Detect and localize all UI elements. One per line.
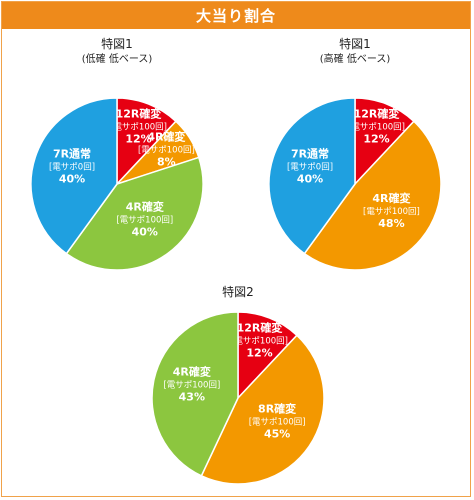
slice-label-pct: 43% <box>179 391 205 404</box>
pie-slice <box>65 156 204 271</box>
pie-slice <box>200 334 325 485</box>
slice-label-name: 8R確変 <box>258 402 296 416</box>
slice-label-sub: [電サポ100回] <box>363 207 420 217</box>
chart-title: 特図2 <box>222 284 254 299</box>
slice-label-pct: 40% <box>297 172 323 185</box>
slice-label-pct: 40% <box>132 225 158 238</box>
pie-slice <box>237 311 298 400</box>
chart-title: 特図1 <box>339 36 371 51</box>
slice-label-pct: 12% <box>363 133 389 146</box>
pie-slice <box>268 97 356 255</box>
pie-slice <box>303 120 442 271</box>
pie-slice <box>354 97 415 186</box>
pie-slice <box>151 311 239 477</box>
slice-label: 4R確変 [電サポ100回]43% <box>163 365 220 404</box>
chart-title: 特図1 <box>101 36 133 51</box>
chart-subtitle: (高確 低ベース) <box>320 52 391 65</box>
slice-label-name: 12R確変 <box>237 321 283 335</box>
slice-label-name: 4R確変 <box>173 365 211 379</box>
slice-label-name: 12R確変 <box>354 107 400 121</box>
slice-label-pct: 48% <box>378 217 404 230</box>
slice-label-name: 7R通常 <box>291 146 329 160</box>
slice-label: 4R確変 [電サポ100回]48% <box>363 191 420 230</box>
slice-label: 4R確変 [電サポ100回]40% <box>116 199 173 238</box>
pie-slice <box>116 97 177 186</box>
slice-label-sub: [電サポ100回] <box>163 381 220 391</box>
slice-label: 4R確変 [電サポ100回]8% <box>138 130 195 169</box>
slice-label: 12R確変 [電サポ100回]12% <box>110 107 167 146</box>
pie-chart-1: 特図1(低確 低ベース)12R確変[電サポ100回]12%4R確変[電サポ100… <box>30 36 204 271</box>
slice-label-name: 4R確変 <box>372 191 410 205</box>
slice-label: 8R確変 [電サポ100回]45% <box>249 402 306 441</box>
slice-label-sub: [電サポ100回] <box>138 146 195 156</box>
slice-label: 7R通常 [電サポ0回]40% <box>49 146 95 185</box>
slice-label-sub: [電サポ100回] <box>348 123 405 133</box>
slice-label-sub: [電サポ100回] <box>110 123 167 133</box>
pie-chart-3: 特図212R確変[電サポ100回]12%8R確変[電サポ100回]45%4R確変… <box>151 284 325 485</box>
slice-label-name: 12R確変 <box>116 107 162 121</box>
slice-label-pct: 40% <box>59 172 85 185</box>
slice-label-sub: [電サポ0回] <box>49 162 95 172</box>
slice-label-sub: [電サポ0回] <box>287 162 333 172</box>
slice-label: 7R通常 [電サポ0回]40% <box>287 146 333 185</box>
slice-label-pct: 12% <box>125 133 151 146</box>
header-title: 大当り割合 <box>2 2 470 29</box>
slice-label-sub: [電サポ100回] <box>116 215 173 225</box>
slice-label: 12R確変 [電サポ100回]12% <box>348 107 405 146</box>
chart-subtitle: (低確 低ベース) <box>82 52 153 65</box>
slice-label-sub: [電サポ100回] <box>249 418 306 428</box>
slice-label-sub: [電サポ100回] <box>231 337 288 347</box>
slice-label-pct: 12% <box>246 347 272 360</box>
slice-label-name: 4R確変 <box>147 130 185 144</box>
slice-label-name: 4R確変 <box>126 199 164 213</box>
slice-label-pct: 8% <box>157 156 176 169</box>
slice-label: 12R確変 [電サポ100回]12% <box>231 321 288 360</box>
slice-label-name: 7R通常 <box>53 146 91 160</box>
pie-slice <box>30 97 118 255</box>
pie-chart-2: 特図1(高確 低ベース)12R確変[電サポ100回]12%4R確変[電サポ100… <box>268 36 442 271</box>
slice-label-pct: 45% <box>264 428 290 441</box>
